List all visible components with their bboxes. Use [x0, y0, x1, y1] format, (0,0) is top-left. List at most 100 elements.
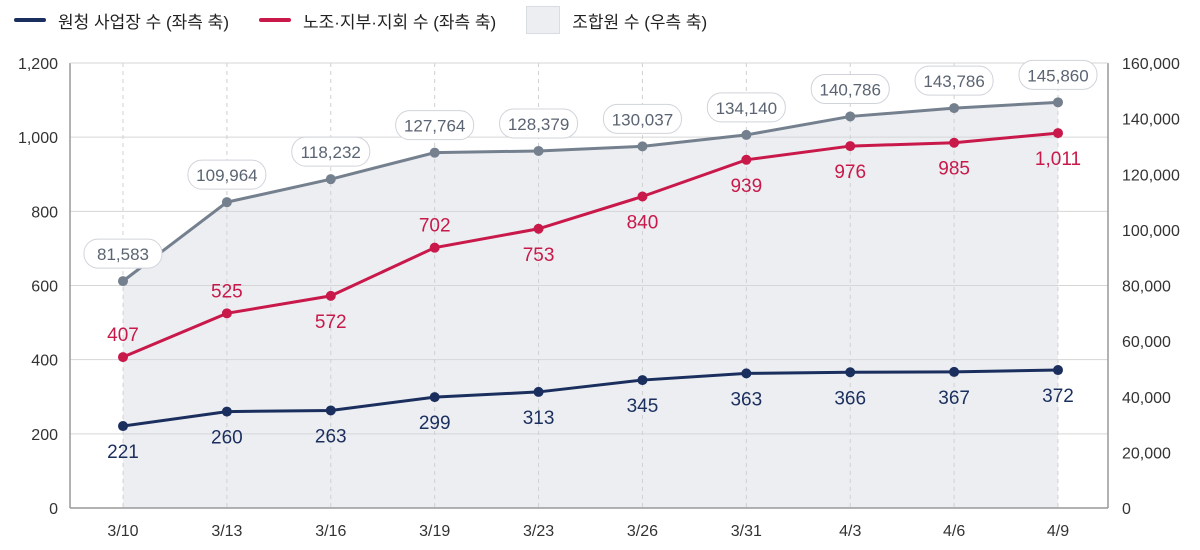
legend-label-workplaces: 원청 사업장 수 (좌측 축) [58, 12, 229, 32]
members-point [533, 145, 544, 156]
members-point [637, 141, 648, 152]
x-axis-tick-label: 3/13 [211, 523, 242, 540]
right-axis-tick-label: 60,000 [1122, 334, 1171, 351]
unions-data-label: 753 [523, 245, 555, 266]
unions-data-label: 939 [730, 176, 762, 197]
workplaces-data-label: 263 [315, 426, 347, 447]
legend-swatch-members [526, 6, 561, 34]
unions-line [122, 131, 1059, 359]
members-label-box [914, 65, 994, 96]
workplaces-point [637, 375, 648, 386]
workplaces-point [533, 386, 544, 397]
members-label-box [810, 73, 890, 104]
left-axis-tick-label: 400 [31, 353, 58, 370]
workplaces-point [845, 367, 856, 378]
members-label-box [706, 92, 786, 123]
unions-point [741, 154, 752, 165]
members-point [118, 276, 128, 287]
left-axis-tick-label: 1,200 [18, 56, 58, 73]
x-axis-tick-label: 4/6 [943, 523, 965, 540]
workplaces-data-label: 313 [523, 408, 555, 429]
unions-data-label: 840 [627, 213, 659, 234]
workplaces-point [1053, 365, 1063, 376]
unions-point [221, 308, 232, 319]
unions-point [949, 137, 960, 148]
members-data-label: 118,232 [301, 143, 361, 162]
legend-swatch-unions [258, 18, 291, 22]
workplaces-line [122, 368, 1059, 428]
x-axis-tick-label: 4/3 [839, 523, 861, 540]
workplaces-point [429, 392, 440, 403]
legend-item-members: 조합원 수 (우측 축) [526, 6, 707, 34]
members-label-box [83, 238, 163, 269]
x-axis-tick-label: 3/31 [731, 523, 762, 540]
workplaces-data-label: 260 [211, 428, 243, 449]
x-axis-tick-label: 3/23 [523, 523, 554, 540]
unions-point [533, 223, 544, 234]
members-area [123, 102, 1058, 508]
members-point [1053, 97, 1063, 108]
x-axis-tick-label: 3/16 [315, 523, 346, 540]
members-data-label: 81,583 [97, 245, 149, 264]
workplaces-data-label: 366 [834, 388, 866, 409]
members-data-label: 109,964 [196, 166, 257, 185]
workplaces-point [118, 421, 128, 432]
right-axis-tick-label: 120,000 [1122, 167, 1180, 184]
x-axis-tick-label: 3/19 [419, 523, 450, 540]
members-data-label: 130,037 [612, 110, 673, 129]
members-data-label: 143,786 [923, 72, 984, 91]
members-point [325, 174, 336, 185]
members-point [845, 111, 856, 122]
members-label-box [602, 103, 682, 134]
left-axis-tick-label: 800 [31, 204, 58, 221]
members-label-box [291, 136, 371, 167]
workplaces-data-label: 299 [419, 413, 451, 434]
unions-point [845, 141, 856, 152]
left-axis-tick-label: 200 [31, 427, 58, 444]
members-data-label: 128,379 [508, 115, 569, 134]
members-data-label: 145,860 [1027, 66, 1088, 85]
workplaces-data-label: 367 [938, 388, 970, 409]
unions-data-label: 985 [938, 159, 970, 180]
legend-label-unions: 노조·지부·지회 수 (좌측 축) [302, 12, 497, 32]
members-label-box [1018, 59, 1098, 90]
members-point [741, 129, 752, 140]
right-axis-tick-label: 20,000 [1122, 445, 1171, 462]
members-point [221, 197, 232, 208]
unions-point [1053, 128, 1063, 139]
workplaces-data-label: 221 [107, 442, 139, 463]
left-axis-tick-label: 1,000 [18, 130, 58, 147]
legend: 원청 사업장 수 (좌측 축) 노조·지부·지회 수 (좌측 축) 조합원 수 … [14, 6, 737, 34]
members-data-label: 140,786 [819, 80, 880, 99]
workplaces-point [325, 405, 336, 416]
unions-data-label: 572 [315, 312, 347, 333]
legend-label-members: 조합원 수 (우측 축) [572, 12, 708, 32]
legend-item-unions: 노조·지부·지회 수 (좌측 축) [258, 8, 497, 33]
right-axis-tick-label: 160,000 [1122, 56, 1180, 73]
x-axis-tick-label: 3/10 [107, 523, 138, 540]
unions-point [118, 352, 128, 363]
workplaces-data-label: 345 [627, 396, 659, 417]
members-point [429, 147, 440, 158]
unions-data-label: 525 [211, 281, 243, 302]
unions-point [429, 242, 440, 253]
right-axis-tick-label: 0 [1122, 501, 1131, 518]
workplaces-point [949, 366, 960, 377]
right-axis-tick-label: 100,000 [1122, 223, 1180, 240]
right-axis-tick-label: 40,000 [1122, 390, 1171, 407]
right-axis-tick-label: 140,000 [1122, 112, 1180, 129]
workplaces-data-label: 363 [730, 389, 762, 410]
workplaces-data-label: 372 [1042, 386, 1074, 407]
unions-data-label: 407 [107, 325, 139, 346]
right-axis-tick-label: 80,000 [1122, 279, 1171, 296]
legend-item-workplaces: 원청 사업장 수 (좌측 축) [14, 8, 229, 33]
unions-data-label: 702 [419, 216, 451, 237]
left-axis-tick-label: 600 [31, 279, 58, 296]
members-data-label: 127,764 [404, 117, 465, 136]
workplaces-point [221, 406, 232, 417]
unions-point [637, 191, 648, 202]
members-label-box [187, 159, 267, 190]
unions-data-label: 976 [834, 162, 866, 183]
